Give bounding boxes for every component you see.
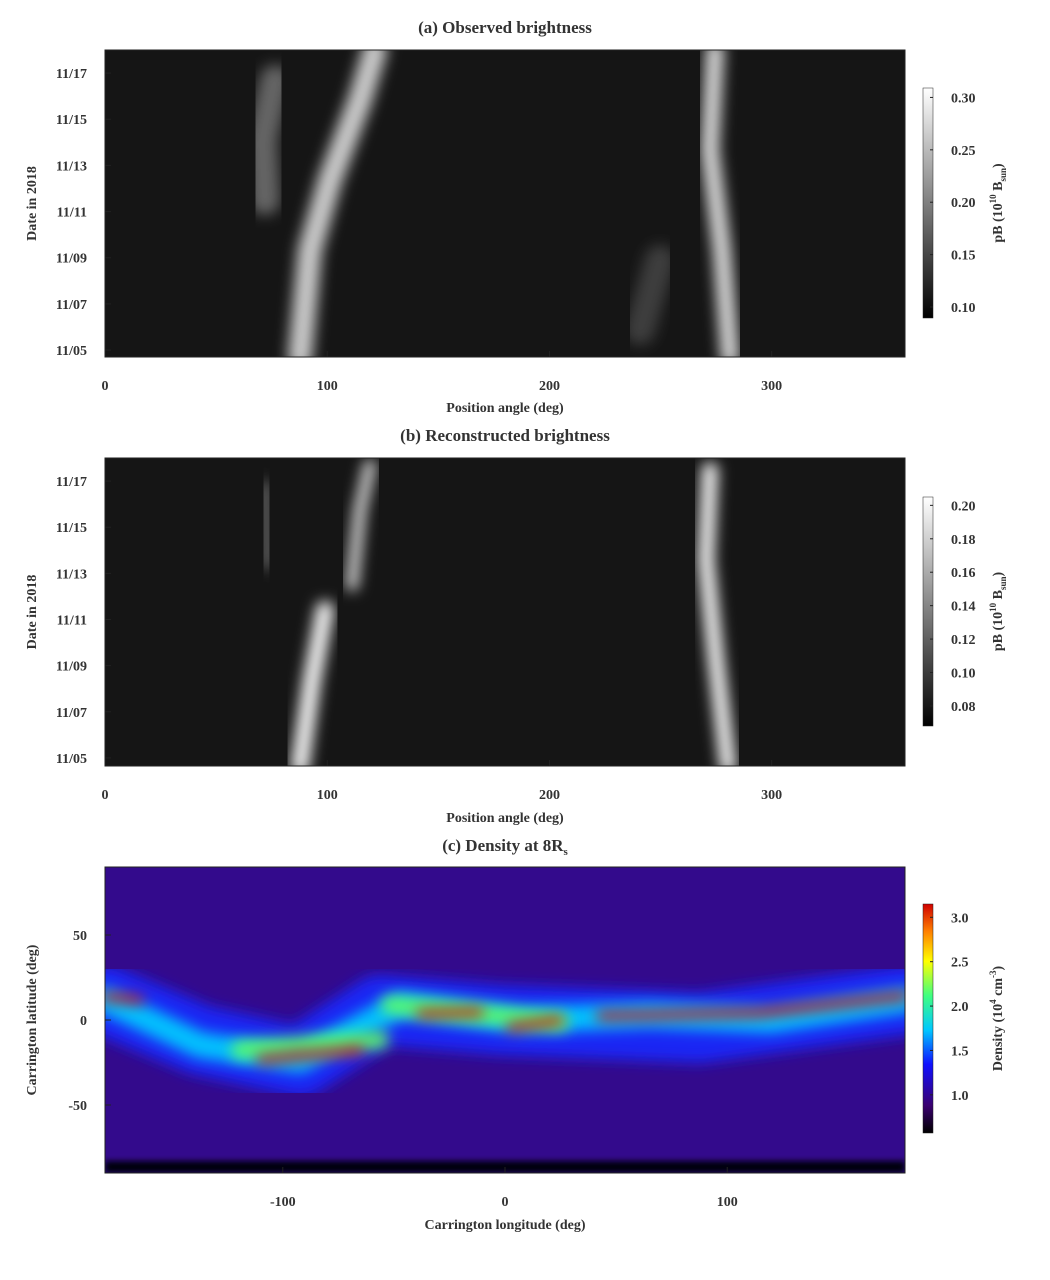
colorbar-label-part: -3	[988, 970, 998, 978]
y-tick-label: 11/05	[56, 344, 87, 359]
x-tick-label: 0	[502, 1195, 509, 1210]
colorbar-label-part: )	[991, 572, 1006, 577]
colorbar-label-part: pB (10	[991, 203, 1006, 242]
panel-title: (c) Density at 8Rs	[442, 836, 568, 858]
title-text: (a) Observed brightness	[418, 18, 592, 37]
colorbar-label-part: 10	[988, 602, 998, 612]
y-tick-label: -50	[68, 1099, 87, 1114]
y-tick-label: 11/15	[56, 521, 87, 536]
y-tick-label: 11/11	[57, 206, 87, 221]
colorbar	[922, 496, 934, 727]
colorbar-label-part: cm	[991, 978, 1006, 1000]
panel-title: (a) Observed brightness	[418, 18, 592, 37]
plot-frame	[104, 49, 906, 358]
colorbar-label-part: )	[991, 966, 1006, 971]
heatmap-background	[105, 458, 905, 766]
x-axis-label: Carrington longitude (deg)	[425, 1218, 586, 1233]
x-tick-label: 100	[317, 379, 338, 394]
heatmap	[105, 50, 905, 357]
heatmap-feature	[291, 601, 334, 766]
colorbar-label: Density (104 cm-3)	[988, 966, 1006, 1072]
colorbar-label: pB (1010 Bsun)	[988, 572, 1008, 652]
x-tick-label: 0	[102, 788, 109, 803]
y-tick-label: 11/13	[56, 159, 87, 174]
colorbar-tick-label: 0.14	[951, 600, 976, 615]
y-tick-label: 50	[73, 929, 87, 944]
colorbar	[922, 87, 934, 319]
colorbar-tick-label: 0.25	[951, 144, 976, 159]
y-tick-label: 11/09	[56, 252, 87, 267]
colorbar-tick-label: 0.12	[951, 633, 976, 648]
heatmap	[105, 458, 905, 766]
y-axis-label: Carrington latitude (deg)	[25, 944, 40, 1095]
heatmap-feature	[698, 462, 736, 766]
title-text: (b) Reconstructed brightness	[400, 426, 610, 445]
colorbar-tick-label: 2.0	[951, 1000, 969, 1015]
x-tick-label: 100	[717, 1195, 738, 1210]
x-tick-label: -100	[270, 1195, 296, 1210]
colorbar-label-part: 4	[988, 999, 998, 1004]
panel-title: (b) Reconstructed brightness	[400, 426, 610, 445]
heatmap-background	[105, 50, 905, 357]
y-tick-label: 11/17	[56, 475, 87, 490]
y-tick-label: 11/11	[57, 613, 87, 628]
colorbar-label-part: pB (10	[991, 612, 1006, 651]
colorbar-label-part: )	[991, 163, 1006, 168]
x-tick-label: 300	[761, 379, 782, 394]
colorbar-tick-label: 0.20	[951, 196, 976, 211]
x-tick-label: 0	[102, 379, 109, 394]
colorbar-tick-label: 0.18	[951, 533, 976, 548]
y-tick-label: 11/05	[56, 752, 87, 767]
heatmap-feature	[625, 245, 675, 345]
heatmap-feature	[701, 50, 739, 357]
y-axis-label: Date in 2018	[25, 166, 40, 241]
colorbar-tick-label: 1.5	[951, 1044, 969, 1059]
heatmap-feature	[346, 459, 376, 591]
colorbar-label: pB (1010 Bsun)	[988, 163, 1008, 243]
colorbar-tick-label: 0.08	[951, 700, 976, 715]
y-tick-label: 11/07	[56, 298, 87, 313]
colorbar	[922, 903, 934, 1134]
x-tick-label: 200	[539, 379, 560, 394]
colorbar-label-part: sun	[998, 577, 1008, 591]
heatmap-feature	[255, 480, 278, 570]
y-tick-label: 11/07	[56, 706, 87, 721]
plot-frame	[104, 457, 906, 767]
y-tick-label: 11/09	[56, 660, 87, 675]
colorbar-tick-label: 0.20	[951, 499, 976, 514]
colorbar-label-part: 10	[988, 194, 998, 204]
colorbar-tick-label: 0.10	[951, 301, 976, 316]
heatmap-feature	[105, 992, 905, 1064]
y-tick-label: 11/13	[56, 567, 87, 582]
colorbar-label-part: Density (10	[991, 1004, 1006, 1071]
y-tick-label: 11/15	[56, 113, 87, 128]
x-tick-label: 200	[539, 788, 560, 803]
title-text: (c) Density at 8R	[442, 836, 564, 855]
x-axis-label: Position angle (deg)	[446, 401, 564, 416]
colorbar-label-part: sun	[998, 168, 1008, 182]
colorbar-tick-label: 3.0	[951, 911, 969, 926]
colorbar-label-part: B	[991, 590, 1006, 603]
title-subscript: s	[564, 846, 569, 858]
colorbar-tick-label: 0.10	[951, 667, 976, 682]
y-tick-label: 0	[80, 1014, 87, 1029]
heatmap-feature	[247, 65, 290, 215]
y-axis-label: Date in 2018	[25, 575, 40, 650]
colorbar-tick-label: 2.5	[951, 956, 969, 971]
colorbar-tick-label: 0.30	[951, 91, 976, 106]
colorbar-label-part: B	[991, 182, 1006, 195]
x-tick-label: 100	[317, 788, 338, 803]
colorbar-tick-label: 1.0	[951, 1089, 969, 1104]
colorbar-tick-label: 0.15	[951, 249, 976, 264]
heatmap	[105, 867, 905, 1173]
x-tick-label: 300	[761, 788, 782, 803]
heatmap-feature	[288, 50, 387, 357]
y-tick-label: 11/17	[56, 67, 87, 82]
colorbar-tick-label: 0.16	[951, 566, 976, 581]
x-axis-label: Position angle (deg)	[446, 811, 564, 826]
